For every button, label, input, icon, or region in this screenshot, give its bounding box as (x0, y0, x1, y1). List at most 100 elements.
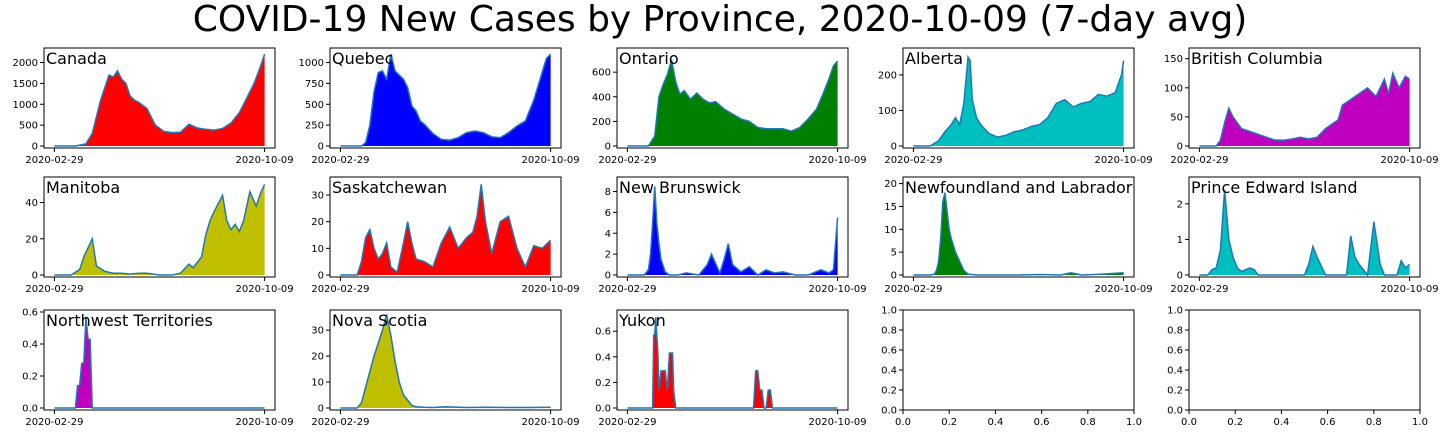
panel-9: 0 1 2 2020-02-29 2020-10-09 Prince Edward Isl… (1170, 176, 1439, 295)
y-tick-label: 0 (32, 271, 38, 282)
x-tick-label: 2020-02-29 (311, 417, 369, 428)
panel-13: 0.0 0.2 0.4 0.6 0.8 1.0 0.0 0.2 0.4 0.6 0.8 1.0 (881, 306, 1142, 429)
panel-6: 0 10 20 30 2020-02-29 2020-10-09 Saskatchewan (311, 176, 580, 295)
series-line (627, 59, 839, 147)
y-tick-label: 0.2 (881, 386, 897, 397)
x-tick-label: 2020-10-09 (522, 284, 580, 295)
y-tick-label: 0 (318, 142, 324, 153)
x-tick-label: 2020-02-29 (311, 284, 369, 295)
y-tick-label: 400 (592, 92, 611, 103)
series-line (627, 317, 838, 409)
panel-title: British Columbia (1191, 49, 1323, 68)
series-area (913, 57, 1124, 146)
y-tick-label: 1000 (13, 100, 38, 111)
x-tick-label: 0.6 (1320, 417, 1336, 428)
panel-title: Prince Edward Island (1191, 178, 1358, 197)
panel-10: 0.0 0.2 0.4 0.6 2020-02-29 2020-10-09 Northwes… (22, 308, 294, 429)
x-tick-label: 2020-10-09 (522, 155, 580, 166)
y-tick-label: 0.2 (22, 372, 38, 383)
panel-frame (1188, 309, 1421, 411)
x-tick-label: 0.2 (941, 417, 957, 428)
x-tick-label: 2020-10-09 (809, 417, 867, 428)
y-tick-label: 0.6 (595, 327, 611, 338)
series-line (340, 184, 552, 276)
y-tick-label: 2 (605, 250, 611, 261)
x-tick-label: 2020-02-29 (25, 284, 83, 295)
y-tick-label: 30 (311, 326, 324, 337)
y-tick-label: 0.4 (22, 340, 38, 351)
series-line (913, 192, 1124, 276)
panel-frame (902, 47, 1135, 149)
y-tick-label: 0.8 (1167, 326, 1183, 337)
y-tick-label: 0.4 (1167, 366, 1183, 377)
panel-0: 0 500 1000 1500 2000 2020-02-29 2020-10-09 Cana… (13, 47, 294, 166)
y-tick-label: 0.0 (595, 404, 611, 415)
x-tick-label: 2020-02-29 (884, 155, 942, 166)
y-tick-label: 0 (32, 142, 38, 153)
panel-5: 0 20 40 2020-02-29 2020-10-09 Manitoba (25, 176, 294, 295)
series-area (54, 54, 265, 146)
series-area (627, 317, 838, 408)
y-tick-label: 20 (884, 179, 897, 190)
panel-title: Quebec (332, 49, 393, 68)
panel-3: 0 100 200 2020-02-29 2020-10-09 Alberta (878, 47, 1153, 166)
x-tick-label: 2020-10-09 (809, 155, 867, 166)
y-tick-label: 40 (25, 198, 38, 209)
panel-12: 0.0 0.2 0.4 0.6 2020-02-29 2020-10-09 Yukon (595, 309, 867, 428)
panel-8: 0 5 10 15 20 2020-02-29 2020-10-09 Newfoundland… (884, 176, 1153, 295)
x-tick-label: 2020-10-09 (1095, 284, 1153, 295)
y-tick-label: 10 (884, 225, 897, 236)
y-tick-label: 5 (891, 248, 897, 259)
x-tick-label: 2020-02-29 (598, 155, 656, 166)
y-tick-label: 0 (891, 142, 897, 153)
panel-title: Manitoba (46, 178, 120, 197)
panel-frame (329, 47, 562, 149)
panel-frame (616, 309, 849, 411)
panel-frame (1188, 176, 1421, 278)
chart-title: COVID-19 New Cases by Province, 2020-10-… (193, 0, 1248, 40)
panel-frame (616, 47, 849, 149)
series-area (340, 54, 551, 146)
x-tick-label: 2020-10-09 (1381, 155, 1439, 166)
y-tick-label: 1 (1177, 235, 1183, 246)
x-tick-label: 0.0 (1181, 417, 1197, 428)
series-area (627, 59, 838, 146)
y-tick-label: 0.2 (595, 378, 611, 389)
y-tick-label: 1000 (299, 58, 324, 69)
y-tick-label: 0.6 (881, 346, 897, 357)
x-tick-label: 1.0 (1412, 417, 1428, 428)
series-line (340, 314, 551, 409)
series-line (1199, 70, 1411, 147)
x-tick-label: 2020-02-29 (598, 417, 656, 428)
panel-frame (902, 176, 1135, 278)
series-area (340, 314, 551, 408)
x-tick-label: 2020-10-09 (522, 417, 580, 428)
y-tick-label: 10 (311, 378, 324, 389)
y-tick-label: 4 (605, 229, 611, 240)
x-tick-label: 2020-10-09 (236, 155, 294, 166)
x-tick-label: 0.0 (895, 417, 911, 428)
y-tick-label: 15 (884, 202, 897, 213)
series-line (1199, 189, 1411, 277)
panel-7: 0 2 4 6 8 2020-02-29 2020-10-09 New Brunswick (598, 176, 867, 295)
series-area (1199, 189, 1410, 275)
y-tick-label: 100 (1164, 83, 1183, 94)
panel-2: 0 200 400 600 2020-02-29 2020-10-09 Ontario (592, 47, 867, 166)
panel-1: 0 250 500 750 1000 2020-02-29 2020-10-09 Quebec (299, 47, 580, 166)
panel-title: Newfoundland and Labrador (905, 178, 1133, 197)
x-tick-label: 2020-02-29 (311, 155, 369, 166)
panel-title: Northwest Territories (46, 311, 213, 330)
panel-frame (43, 309, 276, 411)
x-tick-label: 2020-10-09 (809, 284, 867, 295)
series-line (54, 316, 265, 409)
x-tick-label: 2020-02-29 (1170, 284, 1228, 295)
y-tick-label: 0.2 (1167, 386, 1183, 397)
x-tick-label: 2020-02-29 (25, 417, 83, 428)
y-tick-label: 0.0 (22, 404, 38, 415)
y-tick-label: 100 (878, 106, 897, 117)
y-tick-label: 10 (311, 244, 324, 255)
panel-frame (1188, 47, 1421, 149)
y-tick-label: 0 (605, 271, 611, 282)
y-tick-label: 500 (19, 121, 38, 132)
